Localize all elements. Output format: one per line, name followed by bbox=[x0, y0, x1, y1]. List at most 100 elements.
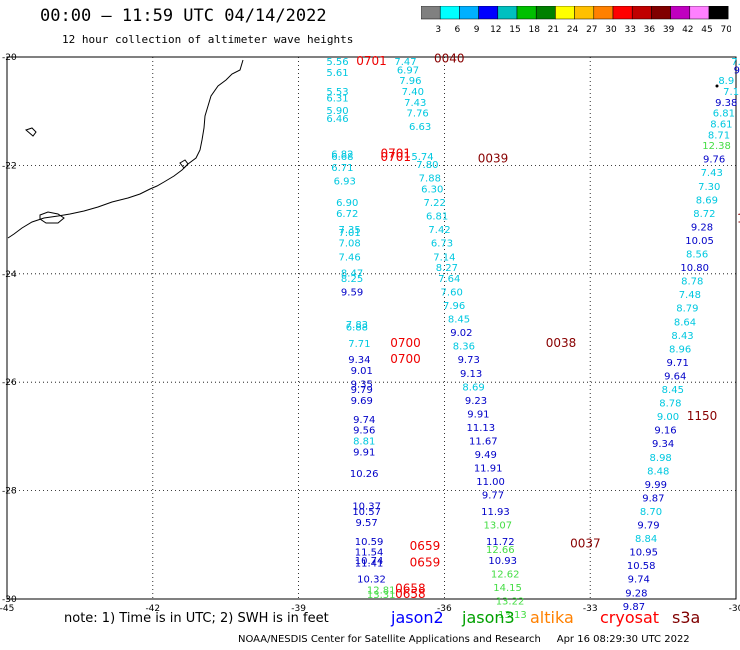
swh-value: 13.13 bbox=[498, 610, 527, 621]
swh-value: 10.26 bbox=[350, 469, 379, 480]
swh-value: 7.71 bbox=[348, 339, 370, 350]
swh-value: 6.90 bbox=[336, 198, 358, 209]
pass-time-label: 0701 bbox=[356, 54, 387, 68]
swh-value: 8.70 bbox=[640, 507, 662, 518]
sat-label-cryosat: cryosat bbox=[600, 608, 660, 627]
swh-value: 10.74 bbox=[355, 556, 384, 567]
swh-value: 8.78 bbox=[681, 277, 703, 288]
swh-value: 9.59 bbox=[341, 287, 363, 298]
swh-value: 7.80 bbox=[416, 160, 438, 171]
swh-value: 8.56 bbox=[686, 250, 708, 261]
colorbar-label: 33 bbox=[624, 25, 635, 35]
swh-value: 7.1 bbox=[723, 87, 739, 98]
swh-value: 7.96 bbox=[443, 301, 465, 312]
swh-value: 10.37 bbox=[352, 502, 381, 513]
swh-value: 7.96 bbox=[399, 76, 421, 87]
swh-value: 8.27 bbox=[436, 263, 458, 274]
swh-value: 11.67 bbox=[469, 437, 498, 448]
swh-value: 8.79 bbox=[676, 304, 698, 315]
swh-value: 9.74 bbox=[628, 575, 650, 586]
swh-value: 11.93 bbox=[481, 507, 510, 518]
swh-value: 9.99 bbox=[645, 480, 667, 491]
colorbar-label: 18 bbox=[528, 25, 540, 35]
pass-time-label: 0659 bbox=[410, 555, 441, 569]
pass-time-label: 1150 bbox=[687, 409, 718, 423]
swh-value: 13.31 bbox=[367, 590, 396, 601]
chart-title: 00:00 – 11:59 UTC 04/14/2022 bbox=[40, 6, 327, 26]
swh-value: 13.22 bbox=[496, 596, 525, 607]
swh-value: 8.81 bbox=[353, 437, 375, 448]
swh-value: 11.54 bbox=[355, 548, 384, 559]
swh-value: 10.95 bbox=[629, 548, 658, 559]
swh-value: 7.47 bbox=[394, 57, 416, 68]
colorbar-label: 21 bbox=[548, 25, 559, 35]
swh-value: 9.91 bbox=[467, 409, 489, 420]
colorbar-label: 3 bbox=[435, 25, 441, 35]
pass-time-label: 0658 bbox=[395, 587, 426, 601]
swh-value: 7.64 bbox=[438, 274, 460, 285]
swh-value: 12.38 bbox=[702, 141, 731, 152]
colorbar-label: 39 bbox=[663, 25, 675, 35]
swh-value: 11.72 bbox=[486, 537, 515, 548]
swh-value: 6.81 bbox=[426, 212, 448, 223]
swh-value: 8.45 bbox=[662, 385, 684, 396]
swh-value: 10.32 bbox=[357, 575, 386, 586]
swh-value: 5.56 bbox=[326, 57, 348, 68]
swh-value: 6.97 bbox=[397, 65, 419, 76]
swh-value: 12.62 bbox=[491, 569, 520, 580]
swh-value: 7.60 bbox=[441, 287, 463, 298]
swh-value: 7.88 bbox=[419, 174, 441, 185]
swh-value: 9.73 bbox=[458, 355, 480, 366]
swh-value: 8.61 bbox=[710, 119, 732, 130]
colorbar-label: 42 bbox=[682, 25, 693, 35]
swh-value: 7.14 bbox=[433, 252, 455, 263]
pass-time-label: 0040 bbox=[434, 51, 465, 65]
swh-value: 11.13 bbox=[467, 423, 496, 434]
swh-value: 6.71 bbox=[331, 163, 353, 174]
swh-value: 9.87 bbox=[642, 493, 664, 504]
swh-value: 9.34 bbox=[348, 355, 370, 366]
swh-value: 8.36 bbox=[453, 342, 475, 353]
y-tick-label: -24 bbox=[2, 270, 17, 280]
x-tick-label: -36 bbox=[437, 604, 452, 614]
sat-label-altika: altika bbox=[530, 608, 574, 627]
swh-value: 9.71 bbox=[667, 358, 689, 369]
swh-value: 5.61 bbox=[326, 68, 348, 79]
pass-time-label: 0658 bbox=[395, 581, 426, 595]
swh-value: 6.46 bbox=[326, 114, 348, 125]
swh-value: 9.23 bbox=[465, 396, 487, 407]
swh-value: 9.56 bbox=[353, 426, 375, 437]
swh-value: 6.81 bbox=[713, 109, 735, 120]
bay-map bbox=[39, 211, 65, 224]
swh-value: 10.80 bbox=[680, 263, 709, 274]
swh-value: 9.28 bbox=[625, 588, 647, 599]
swh-value: 10.59 bbox=[355, 537, 384, 548]
swh-value: 8.98 bbox=[650, 453, 672, 464]
swh-value: 8.43 bbox=[671, 331, 693, 342]
swh-value: 9.69 bbox=[351, 396, 373, 407]
pass-time-label: 0701 bbox=[381, 150, 412, 164]
swh-value: 8.9 bbox=[718, 76, 734, 87]
swh-value: 6.72 bbox=[336, 209, 358, 220]
swh-value: 7.35 bbox=[338, 225, 360, 236]
swh-value: 9.79 bbox=[351, 385, 373, 396]
swh-value: 7.01 bbox=[338, 228, 360, 239]
swh-value: 8.84 bbox=[635, 534, 657, 545]
swh-value: 10.93 bbox=[488, 556, 517, 567]
swh-value: 9.28 bbox=[691, 222, 713, 233]
swh-value: 11.41 bbox=[355, 558, 384, 569]
island-map bbox=[25, 127, 37, 137]
swh-value: 10.05 bbox=[685, 236, 714, 247]
island-map bbox=[179, 159, 189, 169]
colorbar-label: 70 bbox=[720, 25, 731, 35]
swh-value: 7.42 bbox=[428, 225, 450, 236]
swh-value: 11.00 bbox=[476, 477, 505, 488]
swh-value: 9.57 bbox=[356, 518, 378, 529]
swh-value: 8.69 bbox=[696, 195, 718, 206]
swh-value: 8.25 bbox=[341, 274, 363, 285]
swh-value: 7.76 bbox=[407, 109, 429, 120]
pass-time-label: 0700 bbox=[390, 336, 421, 350]
pass-time-label: 1 bbox=[737, 211, 740, 225]
sat-label-s3a: s3a bbox=[672, 608, 701, 627]
swh-value: 8.64 bbox=[674, 317, 696, 328]
